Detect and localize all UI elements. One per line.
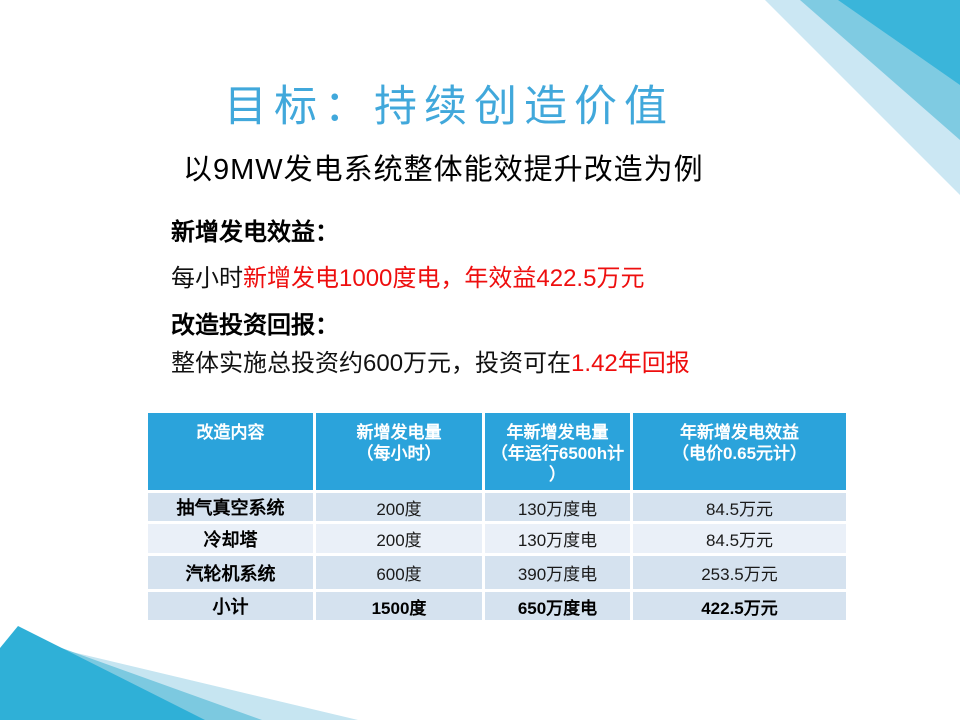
table-row-cell: 84.5万元 — [633, 524, 846, 553]
slide-title: 目标：持续创造价值 — [224, 82, 674, 132]
table-row-cell: 130万度电 — [485, 524, 630, 553]
table-total-cell: 650万度电 — [485, 592, 630, 620]
payback-line-black: 整体实施总投资约600万元，投资可在 — [171, 350, 572, 377]
header-cell-hourly-generation: 新增发电量 （每小时） — [316, 413, 482, 490]
table-row-cell: 390万度电 — [485, 556, 630, 589]
results-table: 改造内容 新增发电量 （每小时） 年新增发电量 （年运行6500h计 ） 年新增… — [148, 413, 846, 620]
payback-heading: 改造投资回报： — [171, 312, 339, 339]
header-cell-annual-generation: 年新增发电量 （年运行6500h计 ） — [485, 413, 630, 490]
table-total-cell: 1500度 — [316, 592, 482, 620]
table-total-cell: 小计 — [148, 592, 313, 620]
table-row-cell: 130万度电 — [485, 493, 630, 521]
benefit-heading: 新增发电效益： — [171, 219, 339, 246]
benefit-line-red: 新增发电1000度电，年效益422.5万元 — [243, 265, 645, 292]
payback-line: 整体实施总投资约600万元，投资可在1.42年回报 — [171, 343, 690, 378]
table-row-cell: 冷却塔 — [148, 524, 313, 553]
table-row-cell: 200度 — [316, 493, 482, 521]
table-row-cell: 200度 — [316, 524, 482, 553]
table-row-cell: 汽轮机系统 — [148, 556, 313, 589]
table-total-cell: 422.5万元 — [633, 592, 846, 620]
slide-subtitle: 以9MW发电系统整体能效提升改造为例 — [183, 154, 704, 186]
header-cell-annual-benefit: 年新增发电效益 （电价0.65元计） — [633, 413, 846, 490]
payback-line-red: 1.42年回报 — [571, 350, 690, 377]
benefit-line: 每小时新增发电1000度电，年效益422.5万元 — [171, 258, 644, 293]
table-row-cell: 抽气真空系统 — [148, 493, 313, 521]
benefit-line-black: 每小时 — [171, 265, 243, 292]
table-row-cell: 253.5万元 — [633, 556, 846, 589]
header-cell-content: 改造内容 — [148, 413, 313, 490]
table-row-cell: 600度 — [316, 556, 482, 589]
table-row-cell: 84.5万元 — [633, 493, 846, 521]
